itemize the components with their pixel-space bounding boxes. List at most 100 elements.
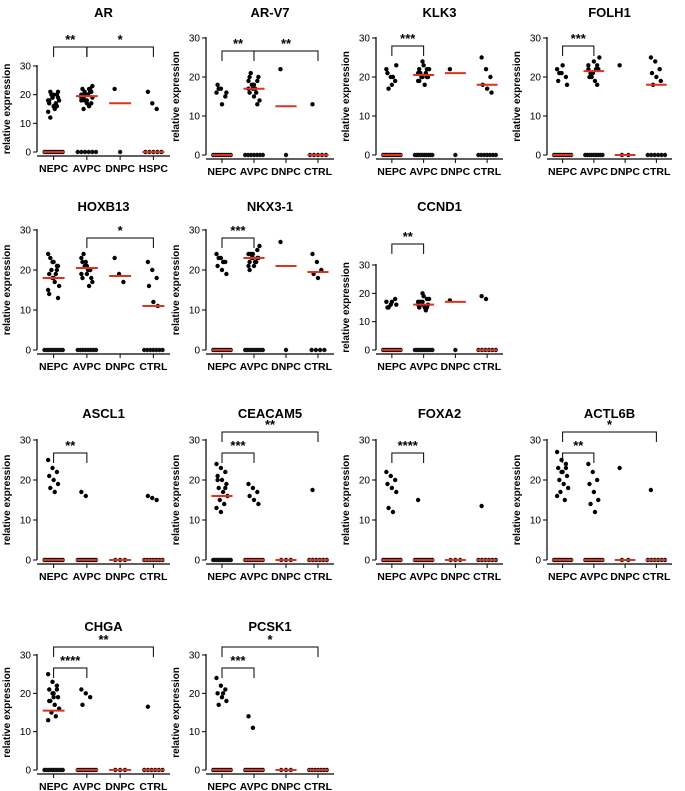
data-point — [86, 86, 92, 92]
data-point — [392, 78, 398, 84]
data-point — [250, 725, 256, 731]
category-label-ctrl: CTRL — [304, 571, 333, 583]
panel-title: ACTL6B — [584, 406, 635, 421]
data-point — [430, 152, 435, 158]
data-point — [246, 78, 251, 84]
y-tick-label: 10 — [359, 317, 371, 328]
data-point — [154, 347, 159, 353]
data-point — [214, 461, 219, 467]
category-label-avpc: AVPC — [240, 781, 269, 791]
y-tick-label: 10 — [189, 306, 201, 317]
data-point — [151, 299, 156, 305]
panel-ccnd1: CCND1 relative expression 0 10 20 30 NEPC AVPC D… — [341, 199, 503, 373]
data-point — [54, 263, 60, 269]
significance-label: **** — [398, 438, 419, 453]
data-point — [215, 82, 220, 88]
data-point — [658, 78, 663, 84]
category-label-nepc: NEPC — [207, 361, 237, 373]
data-point — [56, 98, 62, 103]
data-point — [256, 501, 261, 507]
data-point — [247, 493, 252, 499]
data-point — [45, 287, 51, 293]
panel-nkx3-1: NKX3-1 relative expression 0 10 20 30 NEPC AVPC… — [171, 199, 334, 373]
panel-ceacam5: CEACAM5 relative expression 0 10 20 30 NEPC AVP… — [171, 406, 334, 583]
data-point — [219, 477, 225, 483]
category-label-avpc: AVPC — [409, 166, 438, 178]
data-point — [257, 98, 262, 103]
data-point — [389, 485, 395, 491]
significance-bracket — [53, 46, 88, 57]
data-point — [447, 67, 453, 72]
category-label-ctrl: CTRL — [139, 361, 168, 373]
data-point — [596, 497, 601, 503]
data-point — [50, 465, 55, 471]
data-point — [79, 687, 84, 692]
data-point — [493, 152, 499, 158]
category-label-ctrl: CTRL — [473, 361, 502, 373]
data-point — [45, 717, 51, 723]
data-point — [215, 473, 220, 479]
data-point — [54, 687, 60, 692]
data-point — [586, 461, 591, 467]
category-label-dnpc: DNPC — [105, 361, 135, 373]
significance-label: ** — [403, 229, 414, 244]
data-point — [54, 469, 60, 475]
data-point — [594, 477, 600, 483]
data-point — [246, 481, 251, 487]
data-point — [394, 302, 399, 307]
data-point — [80, 259, 85, 265]
category-label-avpc: AVPC — [73, 781, 102, 791]
y-tick-label: 30 — [359, 436, 371, 447]
data-point — [389, 299, 395, 305]
data-point — [51, 694, 56, 700]
y-tick-label: 30 — [189, 226, 201, 237]
y-tick-label: 0 — [364, 346, 370, 357]
data-point — [394, 489, 399, 495]
data-point — [557, 477, 562, 483]
panel-title: FOXA2 — [418, 406, 461, 421]
panel-actl6b: ACTL6B relative expression 0 10 20 30 NEPC AVPC… — [512, 406, 672, 583]
data-point — [388, 473, 393, 479]
data-point — [479, 503, 484, 509]
y-tick-label: 20 — [359, 73, 371, 84]
data-point — [251, 82, 257, 88]
data-point — [260, 152, 265, 158]
data-point — [80, 275, 85, 281]
panel-hoxb13: HOXB13 relative expression 0 10 20 30 NEPC AVPC… — [2, 199, 170, 373]
category-label-nepc: NEPC — [39, 361, 69, 373]
data-point — [384, 299, 389, 305]
significance-label: ** — [65, 32, 76, 47]
data-point — [89, 275, 94, 281]
data-point — [251, 94, 257, 99]
data-point — [54, 103, 60, 109]
data-point — [83, 493, 88, 499]
data-point — [79, 255, 84, 261]
data-point — [75, 149, 80, 155]
data-point — [652, 152, 657, 158]
category-label-ctrl: CTRL — [304, 361, 333, 373]
significance-label: ** — [281, 36, 292, 51]
y-tick-label: 10 — [359, 516, 371, 527]
data-point — [51, 259, 56, 265]
data-point — [47, 687, 52, 692]
data-point — [55, 481, 61, 487]
y-tick-label: 30 — [20, 651, 32, 662]
data-point — [45, 457, 51, 463]
data-point — [224, 481, 229, 487]
data-point — [222, 501, 227, 507]
significance-label: * — [118, 32, 124, 47]
data-point — [586, 63, 591, 68]
data-point — [247, 74, 252, 80]
y-tick-label: 20 — [530, 73, 542, 84]
data-point — [310, 251, 315, 257]
data-point — [246, 263, 251, 269]
data-point — [93, 149, 99, 155]
category-label-avpc: AVPC — [73, 163, 102, 175]
data-point — [246, 714, 251, 719]
panel-title: HOXB13 — [77, 199, 129, 214]
data-point — [60, 767, 65, 773]
significance-bracket — [53, 452, 88, 463]
data-point — [223, 469, 228, 475]
category-label-ctrl: CTRL — [304, 166, 333, 178]
y-tick-label: 0 — [194, 151, 200, 162]
